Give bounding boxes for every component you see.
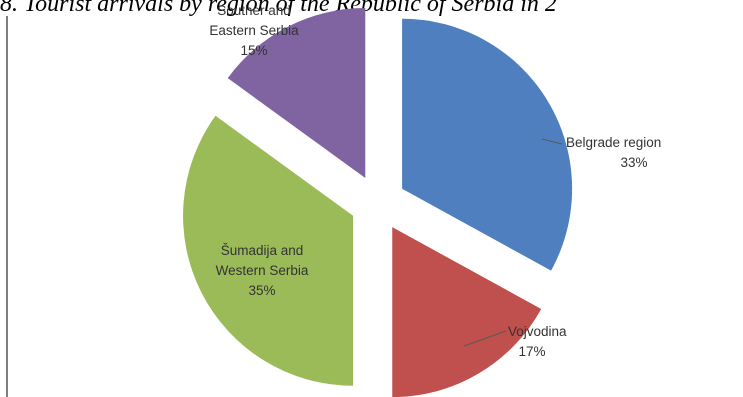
leader-line-vojvodina — [463, 330, 507, 347]
data-label-line: Belgrade region — [566, 135, 661, 150]
leader-line-belgrade-region — [541, 138, 563, 145]
pie-slice-souther-and — [227, 8, 366, 179]
data-label-sumadija-and: Šumadija and Western Serbia 35% — [216, 243, 309, 298]
figure-caption: 8. Tourist arrivals by region of the Rep… — [0, 0, 557, 17]
data-label-souther-and: Souther and Eastern Serbia 15% — [209, 3, 299, 58]
pie-slice-sumadija-and — [183, 115, 354, 386]
data-label-vojvodina: Vojvodina 17% — [508, 324, 567, 359]
pie-slice-vojvodina — [392, 227, 542, 397]
chart-frame-border — [6, 16, 8, 397]
pie-slice-belgrade-region — [402, 18, 573, 271]
data-label-line: 17% — [518, 344, 545, 359]
data-label-line: Vojvodina — [508, 324, 567, 339]
data-label-line: Souther and — [217, 3, 291, 18]
data-label-line: 33% — [620, 155, 647, 170]
data-label-line: Eastern Serbia — [209, 23, 299, 38]
data-label-line: Šumadija and — [221, 243, 304, 258]
data-label-line: 15% — [240, 43, 267, 58]
data-label-line: 35% — [248, 283, 275, 298]
data-label-line: Western Serbia — [216, 263, 309, 278]
data-label-belgrade-region: Belgrade region 33% — [566, 135, 661, 170]
